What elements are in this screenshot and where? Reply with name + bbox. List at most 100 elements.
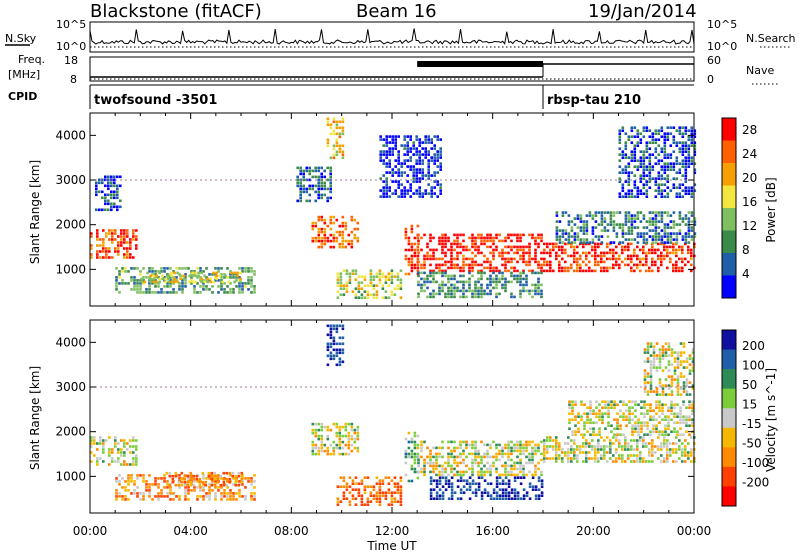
heatmap-cell [657, 214, 661, 217]
heatmap-cell [681, 454, 684, 457]
heatmap-cell [676, 366, 680, 369]
heatmap-cell [618, 180, 622, 183]
heatmap-cell [574, 433, 577, 436]
heatmap-cell [105, 247, 108, 250]
heatmap-cell [396, 278, 400, 281]
heatmap-cell [444, 233, 447, 237]
heatmap-cell [394, 135, 397, 138]
heatmap-cell [332, 339, 336, 343]
heatmap-cell [90, 247, 93, 250]
heatmap-cell [648, 454, 651, 457]
heatmap-cell [537, 476, 541, 479]
heatmap-cell [429, 497, 433, 500]
heatmap-cell [181, 267, 184, 270]
heatmap-cell [510, 233, 513, 237]
heatmap-cell [372, 293, 376, 296]
heatmap-cell [495, 283, 498, 287]
heatmap-cell [661, 409, 664, 412]
heatmap-cell [537, 283, 540, 287]
heatmap-cell [540, 440, 543, 444]
heatmap-cell [661, 351, 665, 354]
heatmap-cell [393, 476, 397, 479]
heatmap-cell [388, 189, 391, 192]
heatmap-cell [663, 241, 667, 244]
heatmap-cell [582, 260, 585, 264]
heatmap-cell [388, 153, 391, 156]
heatmap-cell [399, 479, 403, 482]
heatmap-cell [639, 159, 643, 162]
heatmap-cell [682, 345, 686, 348]
heatmap-cell [495, 446, 498, 450]
heatmap-cell [579, 241, 583, 244]
heatmap-cell [540, 485, 544, 488]
heatmap-cell [323, 233, 327, 237]
heatmap-cell [244, 486, 247, 489]
heatmap-cell [193, 270, 196, 273]
heatmap-cell [177, 480, 181, 484]
heatmap-cell [441, 257, 444, 261]
heatmap-cell [404, 437, 408, 441]
time-axis-labels: 00:00 04:00 08:00 12:00 16:00 20:00 00:00 [73, 524, 712, 538]
heatmap-cell [627, 192, 631, 195]
heatmap-cell [130, 480, 133, 483]
heatmap-cell [356, 227, 360, 231]
heatmap-cell [393, 497, 397, 500]
heatmap-cell [675, 129, 679, 132]
heatmap-cell [618, 223, 622, 226]
heatmap-cell [436, 180, 439, 183]
heatmap-cell [666, 442, 669, 445]
heatmap-cell [681, 269, 684, 273]
heatmap-cell [341, 233, 345, 237]
heatmap-cell [627, 242, 630, 246]
heatmap-cell [693, 132, 697, 135]
heatmap-cell [685, 421, 688, 424]
heatmap-cell [658, 384, 662, 387]
heatmap-cell [390, 281, 394, 284]
heatmap-cell [558, 445, 561, 448]
heatmap-cell [691, 348, 695, 351]
heatmap-cell [648, 220, 652, 223]
heatmap-cell [135, 238, 138, 241]
heatmap-cell [329, 166, 332, 170]
heatmap-cell [416, 266, 420, 270]
heatmap-cell [338, 428, 342, 432]
heatmap-cell [388, 162, 391, 165]
colorbar-segment [722, 466, 736, 487]
heatmap-cell [612, 460, 615, 463]
heatmap-cell [384, 494, 388, 497]
heatmap-cell [111, 241, 114, 244]
heatmap-cell [416, 452, 420, 456]
heatmap-cell [123, 253, 126, 256]
heatmap-cell [113, 196, 116, 200]
heatmap-cell [413, 431, 417, 435]
heatmap-cell [403, 147, 406, 150]
heatmap-cell [582, 241, 586, 244]
heatmap-cell [660, 211, 664, 214]
heatmap-cell [646, 393, 650, 396]
heatmap-cell [124, 489, 127, 492]
heatmap-cell [348, 476, 352, 479]
heatmap-cell [507, 455, 510, 459]
heatmap-cell [516, 473, 519, 477]
heatmap-cell [682, 415, 685, 418]
heatmap-cell [348, 278, 352, 281]
heatmap-cell [585, 229, 589, 232]
heatmap-cell [519, 458, 522, 462]
heatmap-cell [627, 245, 630, 249]
heatmap-cell [228, 477, 232, 481]
heatmap-cell [570, 448, 573, 451]
heatmap-cell [607, 403, 610, 406]
heatmap-cell [600, 220, 604, 223]
heatmap-cell [439, 192, 442, 195]
heatmap-cell [400, 192, 403, 195]
heatmap-cell [666, 454, 669, 457]
heatmap-cell [657, 269, 660, 273]
heatmap-cell [344, 443, 348, 447]
heatmap-cell [429, 269, 432, 273]
heatmap-cell [606, 451, 609, 454]
heatmap-cell [406, 180, 409, 183]
heatmap-cell [326, 348, 330, 352]
heatmap-cell [123, 463, 126, 466]
heatmap-cell [427, 183, 430, 186]
heatmap-cell [410, 479, 414, 483]
